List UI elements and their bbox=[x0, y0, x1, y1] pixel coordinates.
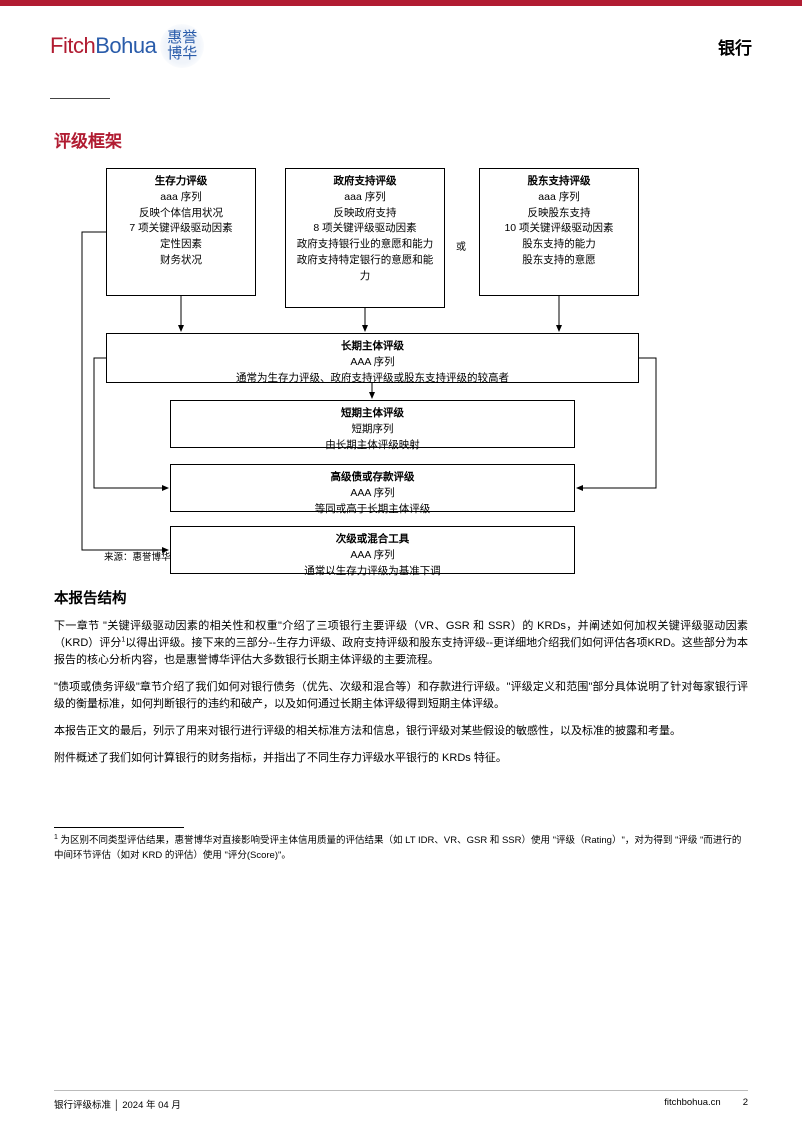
box-senior-debt-rating: 高级债或存款评级 AAA 序列 等同或高于长期主体评级 bbox=[170, 464, 575, 512]
box3-l4: 股东支持的能力 bbox=[486, 237, 632, 253]
page-header: FitchBohua 惠誉 博华 银行 bbox=[0, 6, 802, 78]
box6-title: 高级债或存款评级 bbox=[177, 470, 568, 486]
box5-l1: 短期序列 bbox=[177, 422, 568, 438]
footer-page: 2 bbox=[743, 1097, 748, 1111]
box7-l1: AAA 序列 bbox=[177, 548, 568, 564]
box3-title: 股东支持评级 bbox=[486, 174, 632, 190]
box-shareholder-support-rating: 股东支持评级 aaa 序列 反映股东支持 10 项关键评级驱动因素 股东支持的能… bbox=[479, 168, 639, 296]
box-short-term-rating: 短期主体评级 短期序列 由长期主体评级映射 bbox=[170, 400, 575, 448]
page-footer: 银行评级标准 │ 2024 年 04 月 fitchbohua.cn 2 bbox=[54, 1090, 748, 1111]
or-label: 或 bbox=[456, 238, 466, 253]
box2-l1: aaa 序列 bbox=[292, 190, 438, 206]
footer-right: fitchbohua.cn 2 bbox=[664, 1097, 748, 1111]
diagram-source: 来源：惠誉博华 bbox=[104, 549, 171, 563]
logo-cn-bottom: 博华 bbox=[167, 46, 197, 62]
footnote-separator bbox=[54, 827, 184, 828]
footnote-1: 1 为区别不同类型评估结果，惠誉博华对直接影响受评主体信用质量的评估结果（如 L… bbox=[54, 833, 748, 863]
logo-fitch-text: Fitch bbox=[50, 33, 95, 59]
box4-l1: AAA 序列 bbox=[113, 355, 632, 371]
box1-title: 生存力评级 bbox=[113, 174, 249, 190]
box4-l2: 通常为生存力评级、政府支持评级或股东支持评级的较高者 bbox=[113, 371, 632, 387]
logo: FitchBohua 惠誉 博华 bbox=[50, 24, 204, 68]
main-content: 评级框架 生存力评级 aaa 序列 反映个体信用状况 7 项关键评级驱动因素 定… bbox=[0, 99, 802, 863]
box2-l2: 反映政府支持 bbox=[292, 206, 438, 222]
box7-l2: 通常以生存力评级为基准下调 bbox=[177, 564, 568, 580]
box1-l3: 7 项关键评级驱动因素 bbox=[113, 221, 249, 237]
paragraph-1: 下一章节 "关键评级驱动因素的相关性和权重"介绍了三项银行主要评级（VR、GSR… bbox=[54, 618, 748, 669]
subsection-title: 本报告结构 bbox=[54, 587, 748, 608]
box1-l4: 定性因素 bbox=[113, 237, 249, 253]
body-text: 下一章节 "关键评级驱动因素的相关性和权重"介绍了三项银行主要评级（VR、GSR… bbox=[54, 618, 748, 767]
box-gov-support-rating: 政府支持评级 aaa 序列 反映政府支持 8 项关键评级驱动因素 政府支持银行业… bbox=[285, 168, 445, 308]
box6-l2: 等同或高于长期主体评级 bbox=[177, 502, 568, 518]
box5-l2: 由长期主体评级映射 bbox=[177, 438, 568, 454]
box1-l1: aaa 序列 bbox=[113, 190, 249, 206]
footer-site: fitchbohua.cn bbox=[664, 1097, 721, 1111]
box2-l4: 政府支持银行业的意愿和能力 bbox=[292, 237, 438, 253]
section-title: 评级框架 bbox=[54, 127, 748, 152]
box3-l3: 10 项关键评级驱动因素 bbox=[486, 221, 632, 237]
box4-title: 长期主体评级 bbox=[113, 339, 632, 355]
rating-framework-diagram: 生存力评级 aaa 序列 反映个体信用状况 7 项关键评级驱动因素 定性因素 财… bbox=[60, 168, 700, 563]
p1-b: 以得出评级。接下来的三部分--生存力评级、政府支持评级和股东支持评级--更详细地… bbox=[54, 637, 748, 666]
logo-cn-circle: 惠誉 博华 bbox=[160, 24, 204, 68]
box-long-term-rating: 长期主体评级 AAA 序列 通常为生存力评级、政府支持评级或股东支持评级的较高者 bbox=[106, 333, 639, 383]
box-viability-rating: 生存力评级 aaa 序列 反映个体信用状况 7 项关键评级驱动因素 定性因素 财… bbox=[106, 168, 256, 296]
box6-l1: AAA 序列 bbox=[177, 486, 568, 502]
box1-l5: 财务状况 bbox=[113, 253, 249, 269]
footnote-text: 为区别不同类型评估结果，惠誉博华对直接影响受评主体信用质量的评估结果（如 LT … bbox=[54, 835, 741, 860]
box3-l2: 反映股东支持 bbox=[486, 206, 632, 222]
footer-left: 银行评级标准 │ 2024 年 04 月 bbox=[54, 1097, 181, 1111]
logo-cn-top: 惠誉 bbox=[167, 30, 197, 46]
box3-l5: 股东支持的意愿 bbox=[486, 253, 632, 269]
box5-title: 短期主体评级 bbox=[177, 406, 568, 422]
logo-bohua-text: Bohua bbox=[95, 33, 156, 59]
box2-l5: 政府支持特定银行的意愿和能力 bbox=[292, 253, 438, 285]
paragraph-2: "债项或债务评级"章节介绍了我们如何对银行债务（优先、次级和混合等）和存款进行评… bbox=[54, 679, 748, 713]
header-category: 银行 bbox=[718, 34, 752, 59]
paragraph-4: 附件概述了我们如何计算银行的财务指标，并指出了不同生存力评级水平银行的 KRDs… bbox=[54, 750, 748, 767]
box-sub-hybrid-rating: 次级或混合工具 AAA 序列 通常以生存力评级为基准下调 bbox=[170, 526, 575, 574]
box7-title: 次级或混合工具 bbox=[177, 532, 568, 548]
box3-l1: aaa 序列 bbox=[486, 190, 632, 206]
box1-l2: 反映个体信用状况 bbox=[113, 206, 249, 222]
paragraph-3: 本报告正文的最后，列示了用来对银行进行评级的相关标准方法和信息，银行评级对某些假… bbox=[54, 723, 748, 740]
box2-l3: 8 项关键评级驱动因素 bbox=[292, 221, 438, 237]
box2-title: 政府支持评级 bbox=[292, 174, 438, 190]
